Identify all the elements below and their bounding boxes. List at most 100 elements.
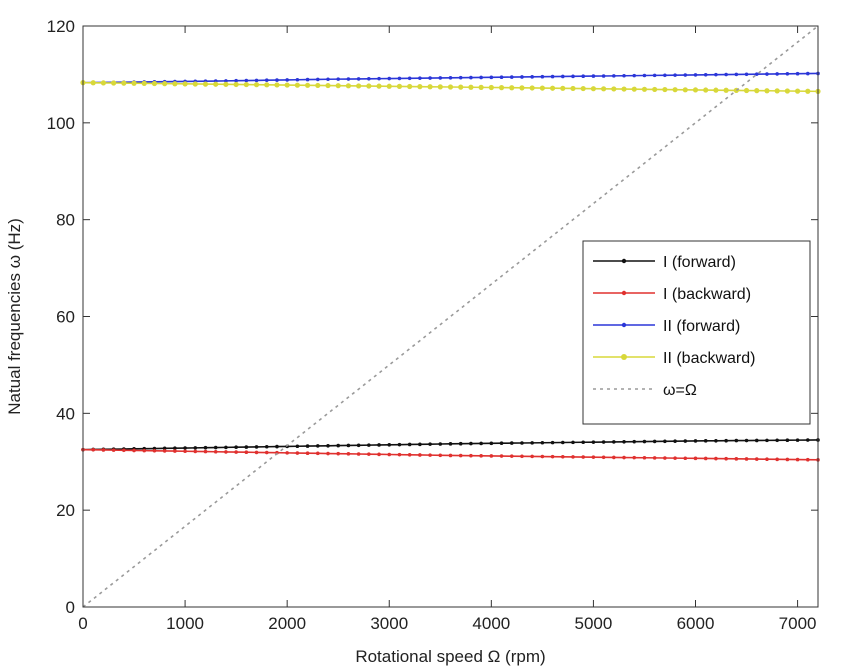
data-point [652, 456, 657, 460]
data-point [775, 438, 779, 443]
data-point [785, 438, 790, 443]
data-point [346, 452, 351, 456]
data-point [549, 85, 556, 91]
data-point [377, 443, 381, 447]
data-point [652, 73, 657, 78]
data-point [775, 72, 779, 76]
data-point [234, 78, 238, 83]
data-point [682, 87, 688, 93]
data-point [275, 78, 279, 82]
data-point [663, 456, 667, 460]
y-tick-label: 120 [47, 17, 75, 36]
data-point [183, 449, 187, 454]
data-point [244, 445, 249, 449]
data-point [570, 85, 576, 92]
data-point [418, 76, 422, 80]
data-point [294, 82, 300, 88]
data-point [784, 88, 790, 94]
data-point [366, 83, 372, 89]
data-point [652, 439, 657, 444]
data-point [469, 441, 473, 446]
data-point [356, 452, 361, 456]
series-i-backward [81, 447, 820, 462]
data-point [580, 85, 586, 92]
data-point [193, 446, 198, 450]
data-point [376, 83, 382, 89]
data-point [325, 82, 331, 89]
data-point [785, 457, 790, 462]
data-point [612, 74, 616, 78]
axes: 0 1000 2000 3000 4000 5000 6000 7000 0 20 40 60 80 10… [47, 17, 819, 633]
data-point [764, 88, 770, 94]
data-point [468, 84, 474, 90]
x-tick-label: 5000 [575, 614, 613, 633]
data-point [703, 456, 708, 461]
data-point [264, 82, 270, 88]
legend-box [582, 240, 811, 425]
data-point [141, 80, 147, 86]
series-ii-backward [80, 80, 821, 94]
data-point [224, 79, 228, 83]
data-point [356, 83, 362, 89]
legend-item-identity: ω=Ω [593, 382, 697, 399]
data-point [519, 85, 525, 91]
data-point [724, 438, 728, 443]
data-point [540, 440, 545, 445]
data-point [253, 82, 260, 88]
data-point [396, 83, 403, 89]
legend-label: I (forward) [663, 254, 736, 271]
data-point [234, 445, 238, 450]
data-point [673, 456, 677, 460]
data-point [590, 86, 597, 92]
data-point [601, 86, 607, 92]
data-point [233, 81, 239, 88]
data-point [304, 82, 311, 88]
x-tick-label: 4000 [472, 614, 510, 633]
data-point [489, 441, 494, 446]
data-point [213, 449, 218, 454]
y-axis-label: Natual frequencies ω (Hz) [5, 218, 24, 415]
data-point [182, 81, 188, 87]
data-point [713, 87, 719, 93]
legend-item-i-backward: I (backward) [593, 286, 751, 303]
data-point [203, 445, 208, 450]
data-point [754, 438, 759, 443]
data-point [509, 441, 514, 445]
data-point [193, 449, 198, 454]
data-point [693, 439, 698, 443]
data-point [438, 76, 443, 80]
data-point [315, 82, 321, 89]
data-point [254, 450, 259, 455]
data-point [437, 84, 443, 90]
legend: I (forward) I (backward) II (forward) II (b… [582, 240, 811, 425]
data-point [397, 76, 402, 81]
data-point [571, 440, 575, 445]
data-point [662, 86, 668, 93]
data-point [407, 453, 412, 457]
data-point [367, 452, 371, 456]
data-point [591, 74, 596, 78]
data-point [754, 88, 760, 94]
data-point [571, 455, 575, 459]
data-point [673, 73, 677, 77]
data-point [499, 75, 504, 80]
data-point [315, 444, 320, 448]
data-point [458, 75, 463, 80]
data-point [142, 448, 147, 453]
data-point [641, 86, 648, 92]
data-point [284, 82, 290, 88]
data-point [458, 441, 463, 446]
data-point [703, 87, 709, 93]
data-point [173, 449, 177, 453]
data-point [173, 446, 177, 450]
legend-marker [621, 290, 627, 296]
data-point [356, 77, 361, 81]
data-point [305, 444, 310, 448]
y-tick-label: 20 [56, 501, 75, 520]
data-point [774, 88, 780, 94]
data-point [418, 453, 422, 457]
data-point [765, 72, 769, 76]
data-point [672, 87, 678, 93]
data-point [448, 76, 453, 80]
data-point [805, 88, 811, 94]
